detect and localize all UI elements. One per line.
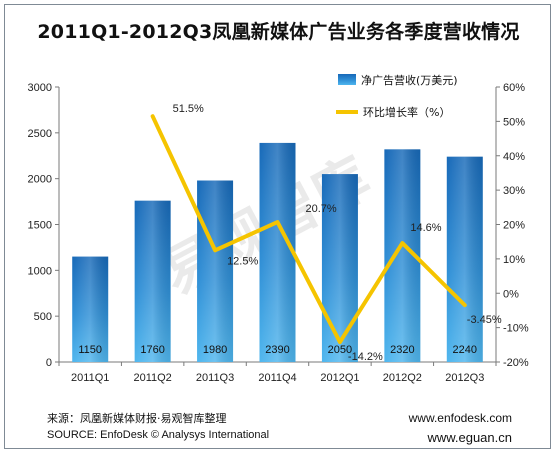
right-tick-label: 40% <box>503 151 525 163</box>
left-tick-label: 1500 <box>28 220 52 232</box>
bar-shade <box>446 156 483 362</box>
bar-value-label: 1980 <box>203 344 227 356</box>
bar-value-label: 2240 <box>453 344 477 356</box>
chart-plot: 易观智库 050010001500200025003000-20%-10%0%1… <box>28 73 529 384</box>
legend-label-revenue: 净广告营收(万美元) <box>361 73 458 87</box>
bar-shade <box>197 180 234 362</box>
line-value-label: 51.5% <box>173 103 204 115</box>
bar-shade <box>259 142 296 362</box>
footer-site-enfodesk: www.enfodesk.com <box>408 411 512 425</box>
line-value-label: -3.45% <box>467 314 502 326</box>
bar-shade <box>72 256 109 362</box>
bar-shade <box>134 200 171 362</box>
right-tick-label: 20% <box>503 220 525 232</box>
bar-value-label: 2050 <box>328 344 352 356</box>
left-tick-label: 500 <box>34 311 52 323</box>
line-value-label: 12.5% <box>227 255 258 267</box>
x-tick-label: 2012Q1 <box>320 372 359 384</box>
left-tick-label: 1000 <box>28 265 52 277</box>
left-tick-label: 2000 <box>28 174 52 186</box>
chart-title: 2011Q1-2012Q3凤凰新媒体广告业务各季度营收情况 <box>37 21 520 43</box>
bar-value-label: 1150 <box>78 344 102 356</box>
x-tick-label: 2011Q4 <box>258 372 296 384</box>
x-tick-label: 2011Q3 <box>196 372 234 384</box>
right-tick-label: 60% <box>503 82 525 94</box>
footer-source-en: SOURCE: EnfoDesk © Analysys Internationa… <box>47 429 270 441</box>
right-tick-label: 10% <box>503 254 525 266</box>
x-tick-label: 2012Q3 <box>445 372 484 384</box>
line-value-label: 20.7% <box>306 203 337 215</box>
x-tick-label: 2011Q1 <box>71 372 109 384</box>
right-tick-label: -10% <box>503 323 529 335</box>
legend-swatch-revenue <box>338 74 356 85</box>
bar-shade <box>321 174 358 362</box>
legend-label-growth: 环比增长率（%） <box>363 105 450 119</box>
right-tick-label: -20% <box>503 357 529 369</box>
bar-value-label: 2390 <box>265 344 289 356</box>
bar-value-label: 2320 <box>390 344 414 356</box>
bar-value-label: 1760 <box>140 344 164 356</box>
right-tick-label: 30% <box>503 185 525 197</box>
line-value-label: -14.2% <box>348 351 383 363</box>
right-tick-label: 50% <box>503 116 525 128</box>
left-tick-label: 0 <box>46 357 52 369</box>
footer-source-cn: 来源：凤凰新媒体财报·易观智库整理 <box>47 412 227 425</box>
right-tick-label: 0% <box>503 288 519 300</box>
chart-frame: 2011Q1-2012Q3凤凰新媒体广告业务各季度营收情况 易观智库 05001… <box>4 4 551 449</box>
left-tick-label: 3000 <box>28 82 52 94</box>
footer-site-eguan: www.eguan.cn <box>427 430 512 445</box>
left-tick-label: 2500 <box>28 128 52 140</box>
x-tick-label: 2011Q2 <box>133 372 171 384</box>
growth-rate-line <box>150 114 467 345</box>
line-value-label: 14.6% <box>410 222 441 234</box>
x-tick-label: 2012Q2 <box>383 372 422 384</box>
